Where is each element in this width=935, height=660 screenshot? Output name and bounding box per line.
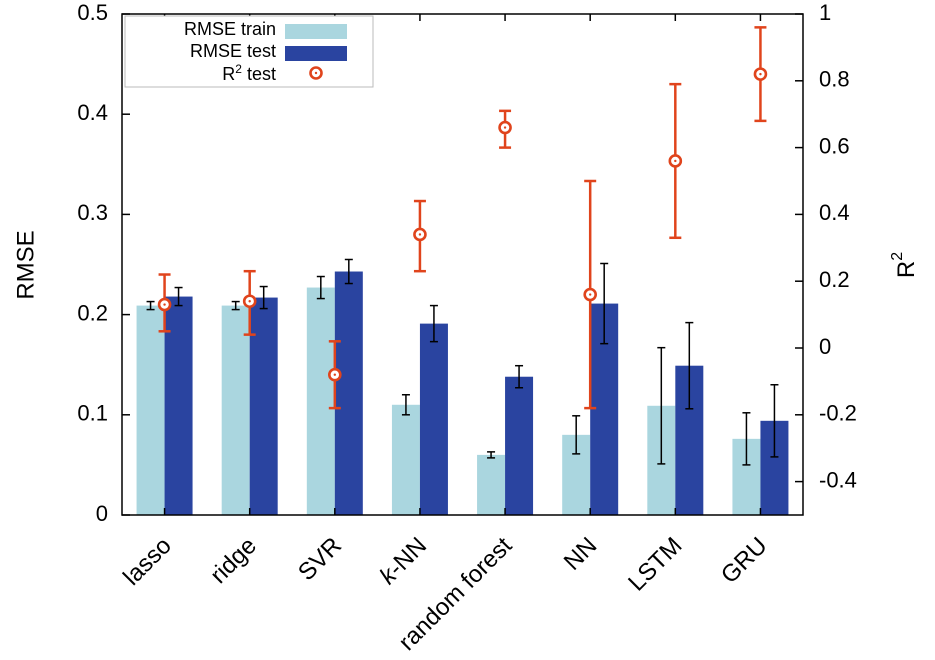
- y2-tick-label: 0.8: [819, 67, 850, 92]
- error-bar-rmse-train: [316, 275, 325, 300]
- error-bar-rmse-test: [600, 262, 609, 345]
- y2-tick-label: -0.4: [819, 467, 857, 492]
- point-r2-test: [668, 154, 683, 168]
- y-tick-label: 0.3: [77, 200, 108, 225]
- legend-swatch-rmse-test: [285, 46, 347, 61]
- error-bar-rmse-train: [146, 300, 155, 311]
- y2-axis-title: R2: [889, 252, 920, 278]
- legend: RMSE train RMSE test R2 test: [124, 15, 374, 88]
- bar-rmse-test: [249, 297, 278, 515]
- y-tick-label: 0: [96, 501, 108, 526]
- legend-label-rmse-train: RMSE train: [184, 19, 276, 39]
- y-tick-label: 0.4: [77, 100, 108, 125]
- bar-rmse-train: [391, 404, 420, 515]
- x-tick-label: GRU: [716, 532, 773, 589]
- error-bar-rmse-test: [344, 258, 353, 285]
- error-bar-rmse-train: [487, 451, 496, 459]
- legend-label-r2-test: R2 test: [222, 62, 276, 84]
- y-tick-label: 0.2: [77, 300, 108, 325]
- bar-rmse-train: [136, 305, 165, 515]
- x-tick-label: ridge: [205, 532, 262, 589]
- point-r2-test: [753, 67, 768, 81]
- x-tick-label: lasso: [118, 532, 177, 591]
- error-bar-rmse-test: [770, 383, 779, 458]
- bars-layer: [136, 271, 789, 515]
- point-r2-test: [328, 367, 342, 382]
- y2-tick-label: 0.6: [819, 133, 850, 158]
- error-bar-rmse-train: [657, 346, 666, 465]
- error-bar-rmse-train: [401, 394, 410, 416]
- y2-tick-label: 0.2: [819, 267, 850, 292]
- point-r2-test: [413, 227, 427, 242]
- bar-rmse-test: [334, 271, 363, 515]
- bar-rmse-test: [419, 323, 448, 515]
- y-tick-label: 0.1: [77, 401, 108, 426]
- error-bar-rmse-test: [174, 286, 183, 307]
- error-bar-rmse-train: [742, 412, 751, 466]
- y2-tick-label: -0.2: [819, 401, 857, 426]
- x-tick-label: SVR: [293, 532, 347, 586]
- point-r2-test: [583, 287, 597, 302]
- point-r2-test: [498, 120, 512, 135]
- bar-rmse-test: [164, 296, 193, 515]
- point-r2-test: [157, 297, 172, 312]
- legend-marker-r2-test: [309, 66, 323, 80]
- point-r2-test: [242, 294, 257, 309]
- y-axis-title: RMSE: [12, 230, 39, 299]
- bar-rmse-train: [306, 287, 335, 515]
- r2-points-layer: [157, 67, 768, 382]
- plot-frame: [121, 13, 804, 516]
- bar-rmse-test: [505, 376, 534, 515]
- y2-tick-label: 0: [819, 334, 831, 359]
- bar-rmse-train: [477, 454, 506, 515]
- y-tick-label: 0.5: [77, 0, 108, 25]
- legend-label-rmse-test: RMSE test: [190, 41, 276, 61]
- legend-swatch-rmse-train: [285, 24, 347, 39]
- error-bar-rmse-train: [572, 415, 581, 455]
- error-bar-rmse-test: [429, 304, 438, 343]
- x-tick-label: NN: [559, 532, 603, 576]
- error-bar-rmse-train: [231, 300, 240, 311]
- y2-tick-label: 0.4: [819, 200, 850, 225]
- error-bar-rmse-test: [259, 285, 268, 310]
- error-bar-rmse-test: [515, 364, 524, 389]
- x-tick-label: k-NN: [374, 532, 432, 590]
- error-bar-rmse-test: [685, 321, 694, 410]
- axes-layer: 0 0.1 0.2 0.3 0.4 0.5 -0.4 -0.2 0 0.2 0.4 0.6 0.8 1: [77, 0, 857, 526]
- bar-rmse-train: [221, 305, 250, 515]
- y2-tick-label: 1: [819, 0, 831, 25]
- x-tick-label: LSTM: [623, 532, 687, 596]
